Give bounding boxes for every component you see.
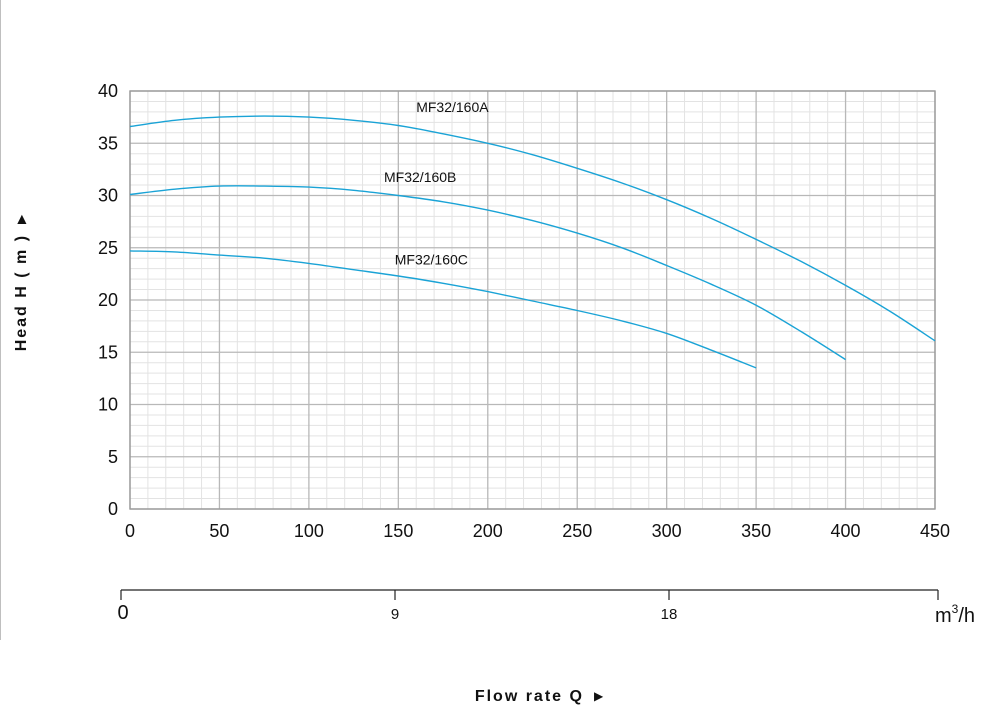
secondary-axis-unit: m3/h: [935, 602, 975, 627]
series-line: [129, 115, 936, 342]
x-tick-labels: 0 50 100 150 200 250 300 350 400 450: [125, 521, 950, 541]
secondary-tick-label: 9: [391, 606, 399, 623]
secondary-tick-label: 0: [117, 602, 128, 624]
y-tick-label: 15: [98, 342, 118, 362]
y-tick-label: 10: [98, 395, 118, 415]
x-tick-label: 50: [209, 521, 229, 541]
secondary-tick-label: 18: [661, 606, 678, 623]
x-tick-label: 400: [831, 521, 861, 541]
arrow-right-icon: ▶: [593, 689, 606, 703]
y-tick-label: 5: [108, 447, 118, 467]
x-axis-title: Flow rate Q ▶: [474, 688, 606, 705]
x-tick-label: 150: [383, 521, 413, 541]
x-tick-label: 100: [294, 521, 324, 541]
y-tick-labels: 0 5 10 15 20 25 30 35 40: [98, 81, 118, 519]
secondary-flow-axis: 0 9 18 m3/h: [117, 589, 975, 627]
x-tick-label: 0: [125, 521, 135, 541]
x-tick-label: 200: [473, 521, 503, 541]
y-tick-label: 35: [98, 133, 118, 153]
y-tick-label: 0: [108, 499, 118, 519]
curve-label: MF32/160A: [416, 99, 489, 115]
x-tick-label: 350: [741, 521, 771, 541]
left-border-rule: [0, 0, 1, 640]
y-tick-label: 25: [98, 238, 118, 258]
y-tick-label: 30: [98, 186, 118, 206]
y-axis-title: Head H ( m )▶: [13, 212, 30, 352]
series-line: [129, 250, 757, 369]
y-tick-label: 40: [98, 81, 118, 101]
curve-label: MF32/160B: [384, 169, 456, 185]
x-tick-label: 300: [652, 521, 682, 541]
curve-labels: MF32/160A MF32/160B MF32/160C: [384, 99, 489, 268]
x-tick-label: 450: [920, 521, 950, 541]
series-line: [129, 185, 846, 361]
y-tick-label: 20: [98, 290, 118, 310]
arrow-right-icon: ▶: [14, 212, 28, 224]
major-grid: [129, 90, 936, 510]
pump-curves: [129, 115, 936, 369]
x-tick-label: 250: [562, 521, 592, 541]
curve-label: MF32/160C: [395, 251, 468, 267]
plot-frame: [129, 90, 936, 510]
